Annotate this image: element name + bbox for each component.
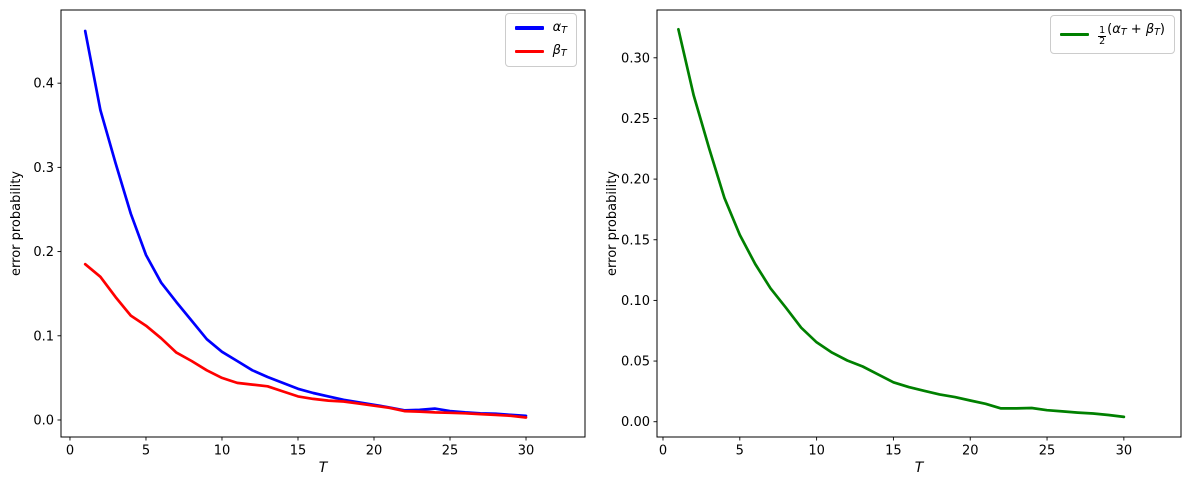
- y-axis-label: error probability: [9, 171, 24, 276]
- right-plot: 0 5 10 15 20 25 30 0.00 0.05 0.10 0.15 0.20 0.25 0.30…: [605, 9, 1182, 476]
- legend-entry: βT: [514, 43, 567, 60]
- x-tick-label: 10: [214, 444, 231, 459]
- legend-entry: αT: [514, 20, 567, 36]
- beta_T-curve: [83, 262, 528, 419]
- x-tick-label: 0: [659, 444, 667, 459]
- x-tick-label: 20: [962, 444, 979, 459]
- x-axis-label: T: [915, 460, 925, 476]
- x-tick-label: 15: [290, 444, 307, 459]
- x-tick-label: 5: [736, 444, 744, 459]
- y-tick-label: 0.25: [621, 112, 650, 127]
- x-tick-label: 15: [885, 444, 902, 459]
- legend-line-swatch: [1060, 32, 1090, 37]
- y-tick-label: 0.4: [33, 77, 54, 92]
- x-tick-label: 0: [66, 444, 74, 459]
- x-tick-label: 20: [366, 444, 383, 459]
- legend-line-swatch: [514, 49, 544, 54]
- left-legend: αT βT: [504, 13, 577, 67]
- legend-entry: 1 2 (αT + βT): [1060, 22, 1165, 47]
- legend-line-swatch: [514, 26, 544, 30]
- half_(alpha_T+beta_T)-curve: [677, 27, 1126, 419]
- y-tick-label: 0.0: [33, 413, 54, 428]
- x-tick-label: 25: [1039, 444, 1056, 459]
- legend-label: αT: [552, 20, 567, 36]
- y-tick-label: 0.1: [33, 329, 54, 344]
- left-plot-frame: [60, 9, 586, 438]
- x-tick-label: 30: [1116, 444, 1133, 459]
- y-tick-label: 0.20: [621, 173, 650, 188]
- x-tick-label: 30: [518, 444, 535, 459]
- y-tick-label: 0.00: [621, 415, 650, 430]
- x-axis-label: T: [319, 460, 329, 476]
- right-plot-frame: [656, 9, 1182, 438]
- y-tick-label: 0.3: [33, 161, 54, 176]
- legend-label: 1 2 (αT + βT): [1098, 22, 1165, 47]
- right-legend: 1 2 (αT + βT): [1050, 15, 1175, 54]
- y-tick-label: 0.2: [33, 245, 54, 260]
- legend-label: βT: [552, 43, 567, 60]
- y-tick-label: 0.05: [621, 355, 650, 370]
- x-tick-label: 5: [142, 444, 150, 459]
- x-tick-label: 10: [808, 444, 825, 459]
- y-tick-label: 0.30: [621, 51, 650, 66]
- x-tick-label: 25: [442, 444, 459, 459]
- y-axis-label: error probability: [605, 171, 620, 276]
- y-tick-label: 0.10: [621, 294, 650, 309]
- alpha_T-curve: [83, 29, 528, 418]
- y-tick-label: 0.15: [621, 233, 650, 248]
